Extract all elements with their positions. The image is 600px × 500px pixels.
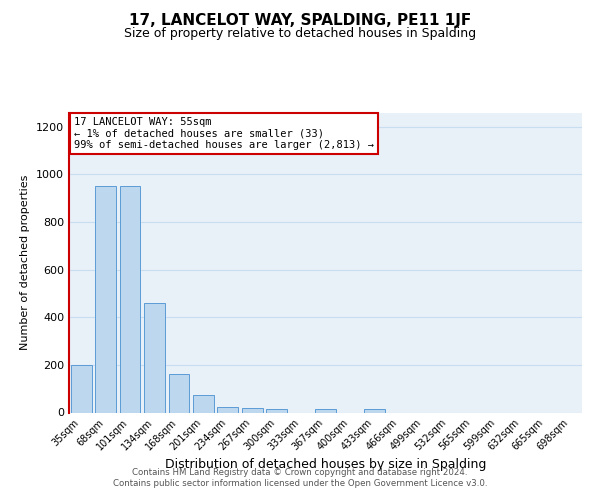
Bar [95, 186, 116, 412]
Text: Contains HM Land Registry data © Crown copyright and database right 2024.
Contai: Contains HM Land Registry data © Crown c… [113, 468, 487, 487]
Bar [193, 394, 214, 412]
Bar [364, 409, 385, 412]
X-axis label: Distribution of detached houses by size in Spalding: Distribution of detached houses by size … [165, 458, 486, 471]
Bar [315, 409, 336, 412]
Text: 17, LANCELOT WAY, SPALDING, PE11 1JF: 17, LANCELOT WAY, SPALDING, PE11 1JF [129, 12, 471, 28]
Bar [217, 406, 238, 412]
Bar [119, 186, 140, 412]
Bar [144, 303, 165, 412]
Bar [266, 409, 287, 412]
Text: Size of property relative to detached houses in Spalding: Size of property relative to detached ho… [124, 28, 476, 40]
Text: 17 LANCELOT WAY: 55sqm
← 1% of detached houses are smaller (33)
99% of semi-deta: 17 LANCELOT WAY: 55sqm ← 1% of detached … [74, 117, 374, 150]
Bar [71, 365, 92, 412]
Y-axis label: Number of detached properties: Number of detached properties [20, 175, 31, 350]
Bar [242, 408, 263, 412]
Bar [169, 374, 190, 412]
